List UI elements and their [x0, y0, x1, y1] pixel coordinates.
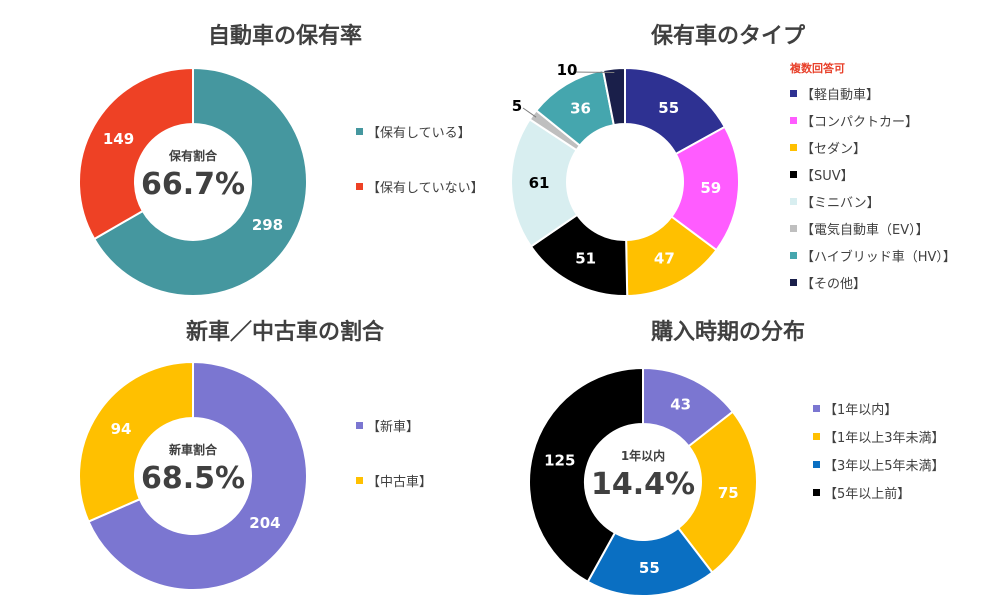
legend-item-1-2: 【保有していない】 [356, 159, 484, 214]
center-caption-4: 1年以内 [621, 448, 665, 463]
data-label-2-2: 59 [700, 179, 721, 197]
chart-title-car-type: 保有車のタイプ [650, 24, 805, 49]
legend-swatch [813, 432, 820, 440]
legend-item-2-2: 【コンパクトカー】 [790, 107, 956, 134]
data-label-1-1: 298 [252, 216, 283, 234]
legend-label: 【ミニバン】 [801, 196, 880, 211]
slice-2-5 [510, 117, 579, 248]
legend-swatch [356, 422, 363, 429]
legend-swatch [790, 90, 797, 97]
slice-2-8 [601, 66, 626, 127]
legend-item-1-1: 【保有している】 [356, 104, 484, 159]
legend-label: 【5年以上前】 [824, 486, 911, 502]
legend-swatch [790, 117, 797, 124]
data-label-2-7: 36 [570, 99, 591, 117]
legend-item-2-4: 【SUV】 [790, 161, 956, 188]
slice-4-4 [528, 366, 644, 584]
slice-3-2 [78, 360, 194, 523]
legend-label: 【保有している】 [367, 126, 471, 141]
legend-item-3-2: 【中古車】 [356, 453, 432, 508]
legend-item-2-6: 【電気自動車（EV）】 [790, 215, 956, 242]
center-value-3: 68.5% [141, 461, 245, 496]
data-label-2-5: 61 [529, 174, 550, 192]
legend-label: 【軽自動車】 [801, 88, 880, 103]
legend-label: 【電気自動車（EV）】 [801, 223, 929, 238]
legend-swatch [790, 225, 797, 232]
data-label-4-4: 125 [544, 451, 575, 469]
leader-line-2-8 [572, 71, 615, 74]
legend-swatch [790, 144, 797, 151]
donut-car-type: 55 59 47 51 61 5 36 10 [510, 61, 740, 297]
legend-item-2-3: 【セダン】 [790, 134, 956, 161]
legend-label: 【SUV】 [801, 169, 854, 184]
data-label-4-1: 43 [670, 396, 691, 414]
legend-label: 【セダン】 [801, 142, 867, 157]
data-label-1-2: 149 [103, 130, 134, 148]
legend-item-3-1: 【新車】 [356, 398, 432, 453]
slice-1-1 [92, 66, 308, 297]
legend-item-4-3: 【3年以上5年未満】 [813, 450, 945, 478]
center-value-1: 66.7% [141, 167, 245, 202]
legend-label: 【1年以上3年未満】 [824, 430, 945, 446]
slice-1-2 [78, 66, 194, 241]
legend-swatch [790, 198, 797, 205]
chart-title-new-used: 新車／中古車の割合 [185, 320, 384, 345]
legend-label: 【保有していない】 [367, 181, 484, 196]
donut-purchase-period: 43 75 55 125 1年以内 14.4% [528, 366, 758, 597]
data-label-2-3: 47 [654, 249, 675, 267]
legend-ownership: 【保有している】 【保有していない】 [356, 104, 484, 214]
center-caption-3: 新車割合 [169, 442, 218, 457]
donut-new-used: 204 94 新車割合 68.5% [78, 360, 308, 591]
legend-label: 【その他】 [801, 277, 867, 292]
legend-purchase-period: 【1年以内】【1年以上3年未満】 【3年以上5年未満】 【5年以上前】 [813, 394, 945, 506]
legend-item-2-7: 【ハイブリッド車（HV）】 [790, 242, 956, 269]
data-label-4-3: 55 [639, 559, 660, 577]
chart-title-purchase-period: 購入時期の分布 [650, 320, 805, 345]
legend-item-4-2: 【1年以上3年未満】 [813, 422, 945, 450]
legend-swatch [790, 279, 797, 286]
data-label-4-2: 75 [718, 484, 739, 502]
leader-line-2-6 [522, 107, 537, 118]
legend-swatch [813, 404, 820, 412]
slice-3-1 [87, 360, 308, 591]
data-label-2-8: 10 [557, 61, 578, 79]
legend-car-type: 複数回答可【軽自動車】【コンパクトカー】 【セダン】【SUV】【ミニバン】【電気自… [790, 60, 956, 296]
legend-swatch [790, 252, 797, 259]
center-caption-1: 保有割合 [168, 148, 218, 163]
legend-label: 【3年以上5年未満】 [824, 458, 945, 474]
center-value-4: 14.4% [591, 467, 695, 502]
data-label-2-6: 5 [512, 97, 522, 115]
legend-label: 【1年以内】 [824, 402, 898, 418]
legend-note: 複数回答可 [790, 62, 845, 75]
donut-ownership: 298 149 保有割合 66.7% [78, 66, 308, 297]
legend-swatch [813, 488, 820, 496]
legend-swatch [356, 183, 363, 190]
chart-title-ownership: 自動車の保有率 [207, 24, 362, 49]
legend-item-4-1: 【1年以内】 [813, 394, 945, 422]
legend-new-used: 【新車】 【中古車】 [356, 398, 432, 508]
legend-label: 【コンパクトカー】 [801, 115, 919, 130]
legend-label: 【中古車】 [367, 475, 433, 490]
legend-item-2-8: 【その他】 [790, 269, 956, 296]
data-label-3-2: 94 [111, 420, 132, 438]
slice-4-2 [676, 410, 758, 574]
legend-label: 【新車】 [367, 420, 420, 435]
legend-swatch [790, 171, 797, 178]
legend-label: 【ハイブリッド車（HV）】 [801, 250, 956, 265]
data-label-2-4: 51 [575, 249, 596, 267]
legend-item-4-4: 【5年以上前】 [813, 478, 945, 506]
legend-swatch [813, 460, 820, 468]
legend-item-2-5: 【ミニバン】 [790, 188, 956, 215]
legend-item-2-1: 【軽自動車】 [790, 80, 956, 107]
legend-swatch [356, 477, 363, 484]
data-label-3-1: 204 [249, 514, 280, 532]
legend-swatch [356, 128, 363, 135]
data-label-2-1: 55 [658, 99, 679, 117]
